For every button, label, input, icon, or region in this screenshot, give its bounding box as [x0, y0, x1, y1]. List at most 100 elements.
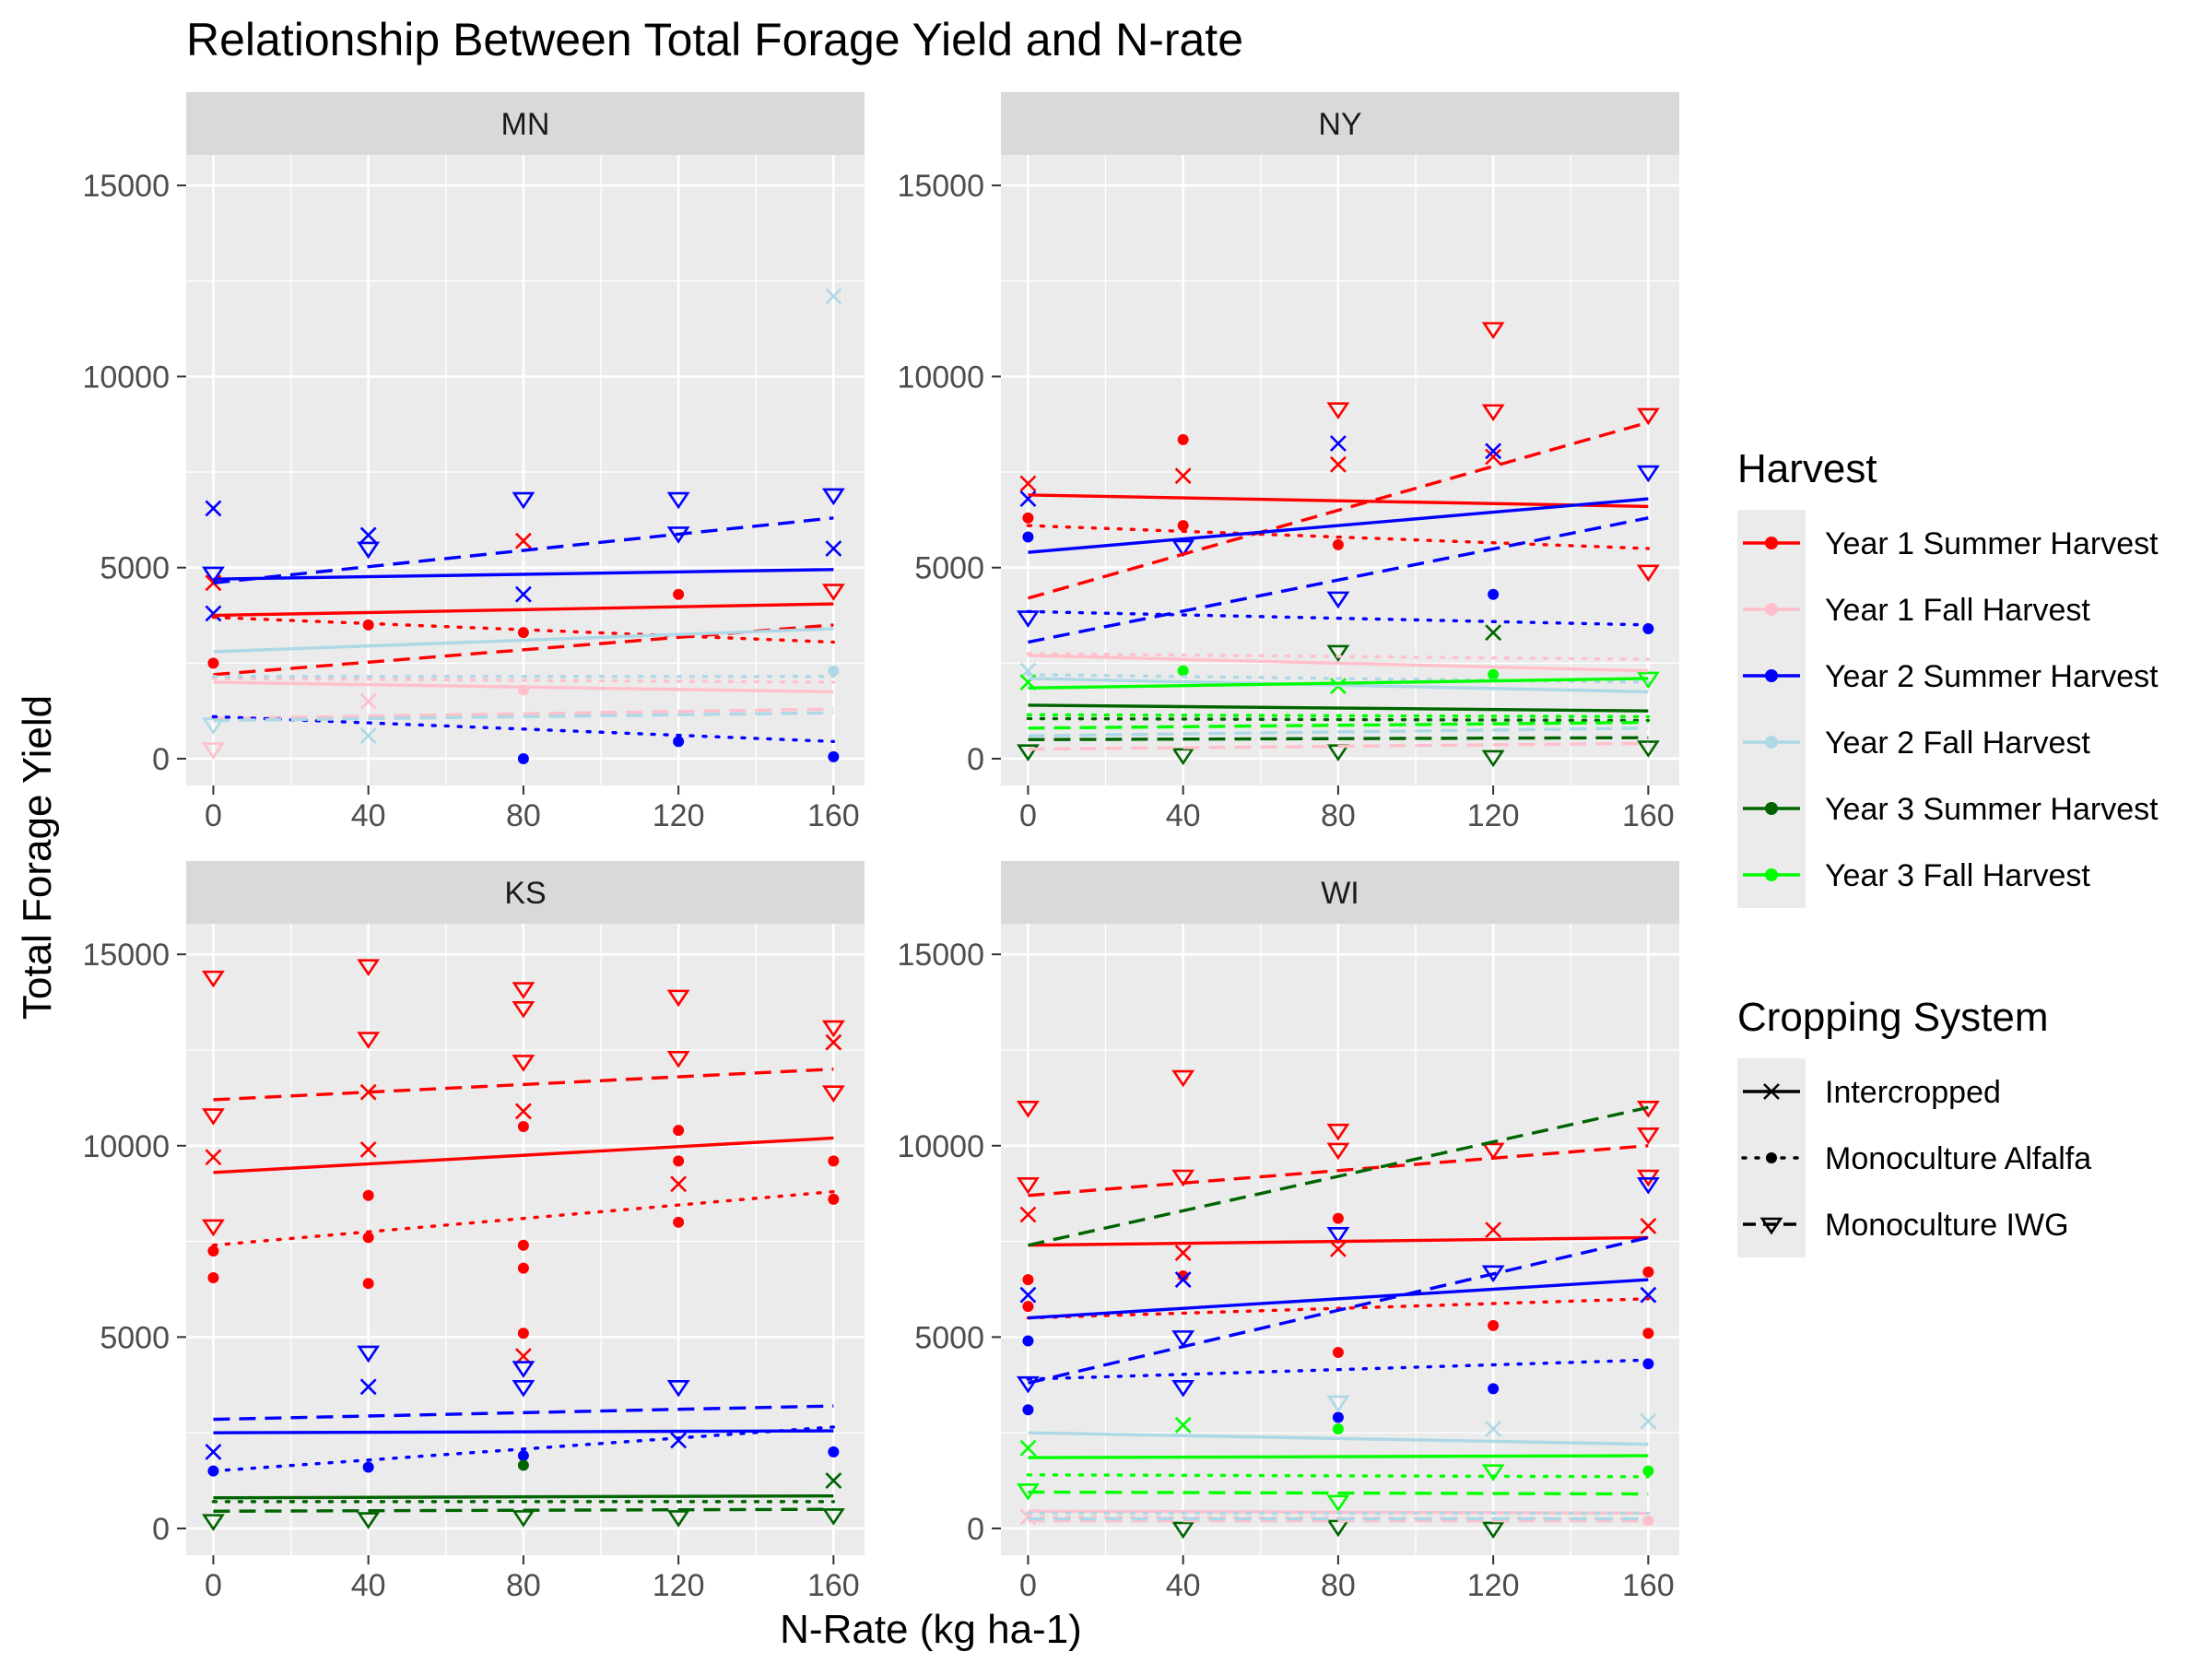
data-point: [821, 1020, 845, 1038]
trend-line: [213, 516, 834, 584]
data-points: [202, 959, 845, 1531]
trend-lines: [211, 516, 836, 744]
data-point: [1171, 1521, 1195, 1540]
data-point: [1481, 1464, 1505, 1482]
data-point: [1481, 749, 1505, 768]
data-point: [1019, 1439, 1037, 1457]
data-point: [821, 488, 845, 506]
trend-line: [213, 711, 834, 723]
data-point: [514, 585, 532, 603]
trend-line: [1028, 726, 1649, 738]
y-axis-label: Total Forage Yield: [15, 695, 60, 1020]
trend-line: [1026, 1297, 1651, 1320]
y-tick-label: 5000: [100, 1320, 170, 1355]
data-point: [1171, 539, 1195, 558]
trend-line: [213, 1068, 834, 1102]
data-point: [512, 1055, 535, 1072]
data-point: [202, 717, 225, 736]
data-point: [1171, 1380, 1195, 1398]
x-tick-label: 160: [807, 1568, 860, 1603]
trend-line: [213, 1136, 834, 1174]
legend-title-cropping-system: Cropping System: [1737, 995, 2048, 1040]
legend-item-y2f: [1743, 736, 1800, 749]
trend-line: [1028, 736, 1649, 741]
data-point: [362, 1189, 374, 1201]
trend-line: [1028, 720, 1649, 730]
data-point: [1481, 404, 1505, 422]
data-point: [1332, 1346, 1344, 1358]
data-point: [512, 1001, 535, 1019]
x-tick-label: 120: [1467, 1568, 1520, 1603]
data-point: [825, 1472, 842, 1489]
data-point: [1485, 1421, 1502, 1437]
data-point: [1488, 1383, 1500, 1395]
data-point: [1332, 1411, 1344, 1423]
trend-line: [213, 1493, 834, 1500]
data-point: [1326, 1123, 1350, 1141]
data-point: [825, 540, 842, 557]
data-point: [1022, 531, 1034, 543]
data-point: [1488, 1319, 1500, 1331]
data-point: [1174, 1416, 1192, 1434]
trend-line: [1026, 1358, 1651, 1381]
y-tick-label: 10000: [82, 360, 170, 395]
data-point: [512, 491, 535, 510]
data-point: [1481, 322, 1505, 339]
data-point: [673, 588, 685, 600]
data-point: [1485, 443, 1502, 460]
data-point: [1017, 1177, 1040, 1195]
gridlines: [1001, 155, 1679, 785]
data-point: [357, 959, 381, 977]
data-point: [666, 491, 690, 510]
legend-marker: [1766, 1152, 1777, 1163]
x-tick-label: 80: [506, 1568, 541, 1603]
data-point: [1171, 1069, 1195, 1088]
data-point: [1019, 1286, 1037, 1304]
data-point: [1642, 1465, 1654, 1477]
legend-label: Year 1 Summer Harvest: [1825, 526, 2159, 561]
trend-line: [211, 714, 836, 744]
legend-label: Intercropped: [1825, 1075, 2001, 1110]
x-tick-label: 80: [506, 798, 541, 833]
trend-lines: [1026, 420, 1651, 751]
trend-line: [213, 568, 834, 581]
data-point: [205, 605, 222, 622]
data-point: [1019, 475, 1037, 492]
data-point: [1642, 1358, 1654, 1370]
trend-line: [1028, 654, 1649, 673]
data-point: [1636, 1127, 1660, 1145]
trend-line: [1028, 703, 1649, 713]
panel-ny: NY 0 40 80 120 160 0 5000 10000 15000: [897, 92, 1679, 833]
data-point: [1022, 1301, 1034, 1313]
x-tick-label: 40: [1166, 1568, 1201, 1603]
data-point: [1017, 1375, 1040, 1394]
legend: Harvest Year 1 Summer Harvest Year 1 Fall …: [1737, 446, 2159, 1257]
trend-line: [1028, 497, 1649, 554]
x-tick-label: 120: [653, 1568, 705, 1603]
data-point: [357, 541, 381, 560]
legend-item-y1f: [1743, 603, 1800, 616]
data-point: [1326, 1226, 1350, 1245]
data-point: [1171, 1169, 1195, 1187]
data-point: [207, 1245, 219, 1257]
data-point: [828, 1446, 840, 1457]
legend-label: Year 3 Summer Harvest: [1825, 792, 2159, 827]
data-point: [1326, 1142, 1350, 1161]
data-point: [512, 1361, 535, 1378]
data-point: [1485, 1221, 1502, 1239]
data-point: [673, 1125, 685, 1137]
legend-label: Year 2 Fall Harvest: [1825, 726, 2090, 761]
legend-label: Monoculture IWG: [1825, 1208, 2069, 1243]
data-point: [1636, 465, 1660, 483]
x-tick-label: 80: [1321, 1568, 1356, 1603]
trend-line: [1028, 1431, 1649, 1446]
data-point: [202, 1514, 225, 1531]
facet-strip: [1001, 92, 1679, 155]
data-point: [821, 1085, 845, 1103]
trend-line: [1028, 677, 1649, 690]
data-point: [1485, 624, 1502, 642]
x-tick-label: 120: [1467, 798, 1520, 833]
trend-line: [1026, 1473, 1651, 1479]
